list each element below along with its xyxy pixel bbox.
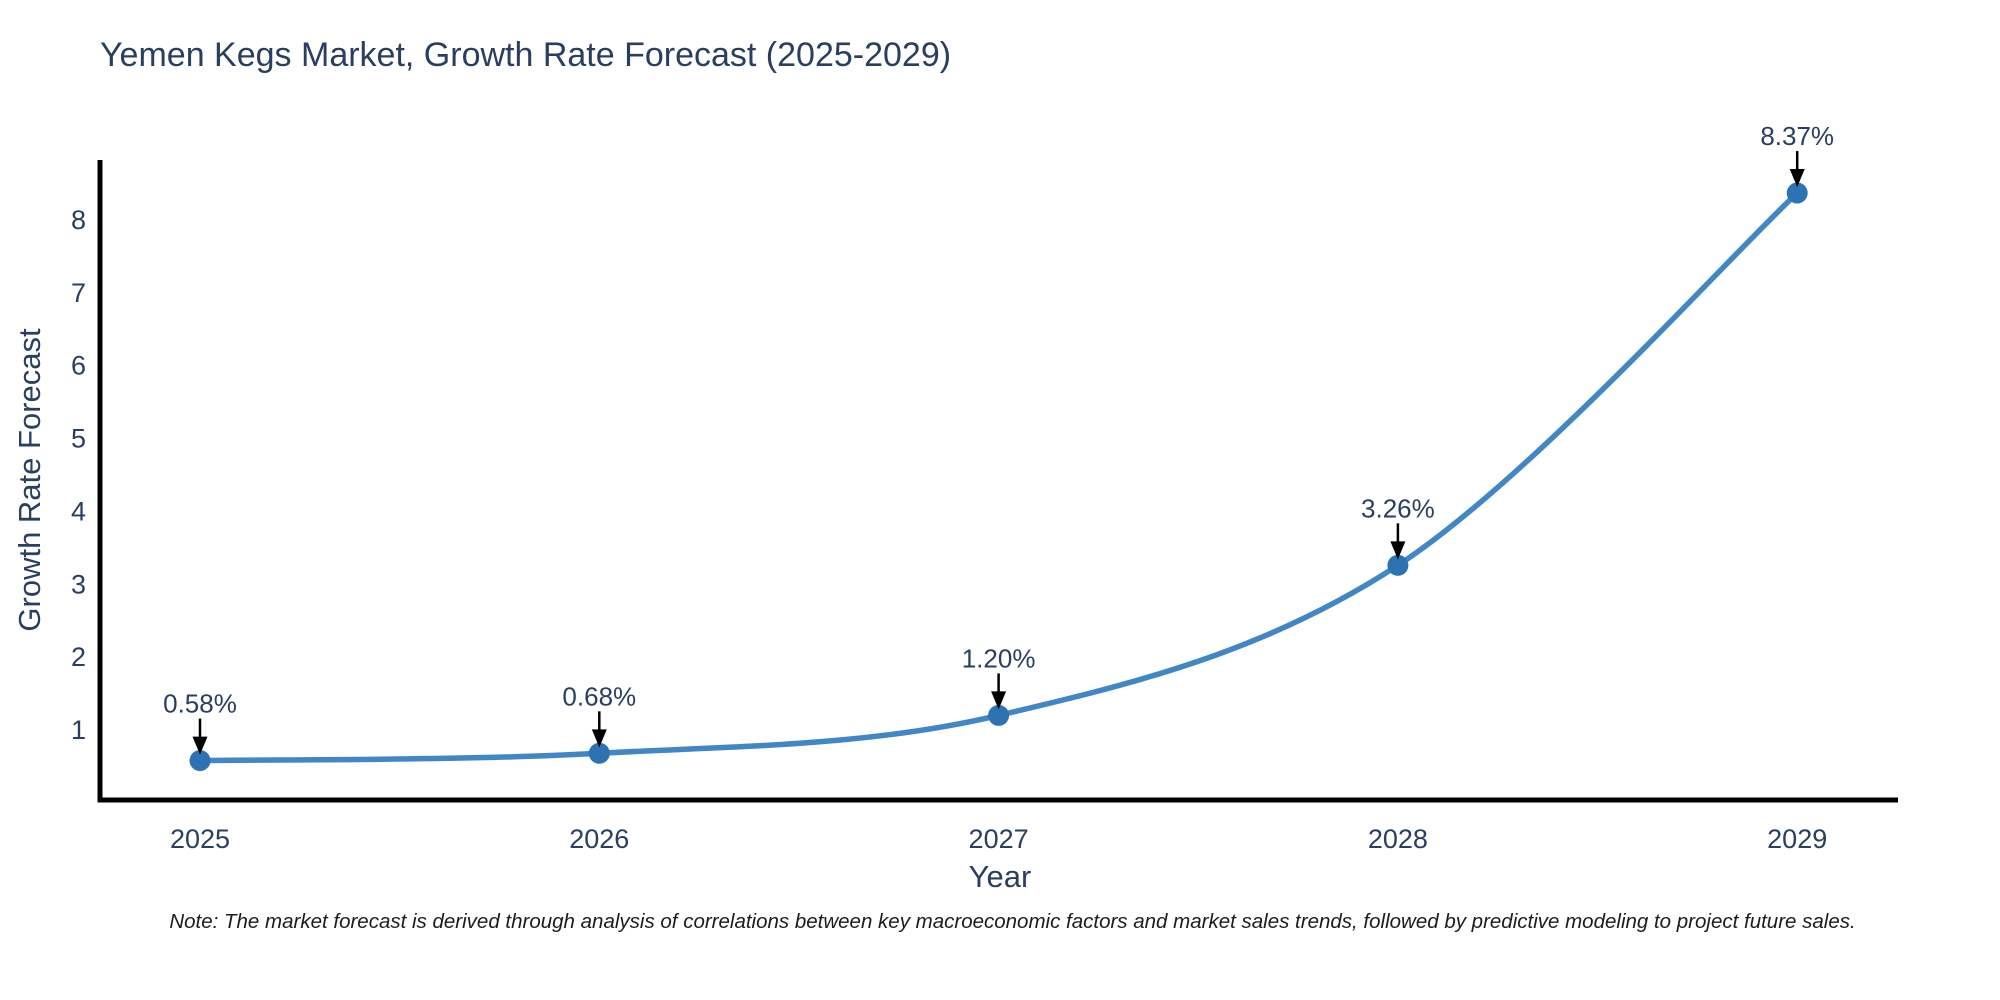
- data-point: [189, 750, 211, 772]
- point-annotation: 8.37%: [1760, 121, 1834, 151]
- x-tick-label: 2026: [569, 824, 629, 854]
- y-tick-label: 2: [71, 642, 86, 672]
- footnote: Note: The market forecast is derived thr…: [169, 910, 1856, 933]
- data-point: [588, 742, 610, 764]
- annotation-arrowhead: [192, 736, 208, 755]
- y-tick-label: 1: [71, 715, 86, 745]
- y-tick-label: 7: [71, 278, 86, 308]
- data-point: [1786, 182, 1808, 204]
- x-tick-label: 2025: [170, 824, 230, 854]
- x-tick-label: 2027: [969, 824, 1029, 854]
- data-point: [1387, 554, 1409, 576]
- y-tick-label: 3: [71, 569, 86, 599]
- annotation-arrowhead: [1390, 541, 1406, 560]
- y-axis-title: Growth Rate Forecast: [12, 328, 47, 632]
- x-tick-label: 2029: [1767, 824, 1827, 854]
- x-axis-title: Year: [969, 859, 1032, 894]
- series-line: [197, 190, 1800, 764]
- annotation-arrowhead: [1789, 169, 1805, 188]
- annotation-arrowhead: [991, 691, 1007, 710]
- y-tick-label: 4: [71, 496, 86, 526]
- point-annotation: 0.58%: [163, 689, 237, 719]
- point-annotation: 0.68%: [562, 681, 636, 711]
- point-annotation: 3.26%: [1361, 493, 1435, 523]
- y-tick-label: 8: [71, 205, 86, 235]
- y-tick-label: 6: [71, 351, 86, 381]
- data-point: [988, 704, 1010, 726]
- annotation-arrowhead: [591, 729, 607, 748]
- x-tick-label: 2028: [1368, 824, 1428, 854]
- point-annotation: 1.20%: [962, 643, 1036, 673]
- y-tick-label: 5: [71, 424, 86, 454]
- chart-title: Yemen Kegs Market, Growth Rate Forecast …: [100, 36, 952, 74]
